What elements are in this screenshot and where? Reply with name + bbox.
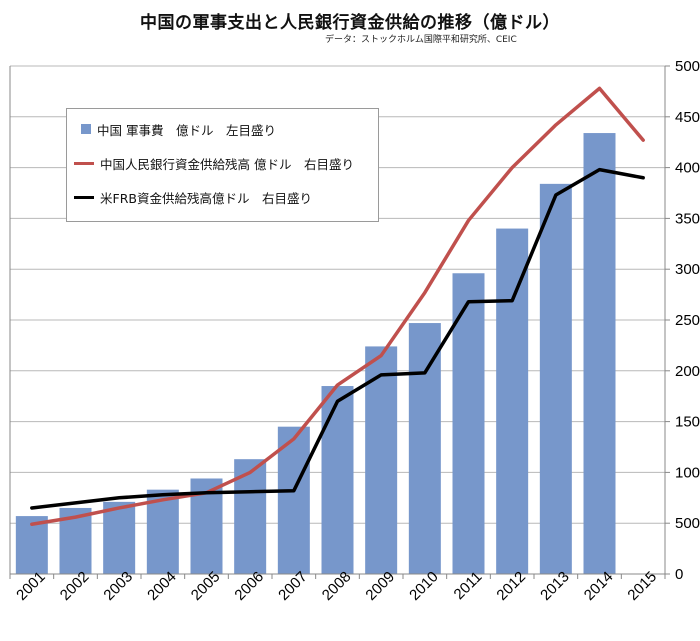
right-tick-label: 2000 xyxy=(675,363,700,380)
line-series-2 xyxy=(30,167,645,510)
bar-2008 xyxy=(321,386,354,574)
legend-label-fed: 米FRB資金供給残高億ドル 右目盛り xyxy=(100,190,312,206)
right-tick-label: 2500 xyxy=(675,312,700,329)
bar-2014 xyxy=(583,133,616,574)
axes xyxy=(9,65,670,579)
right-tick-label: 3000 xyxy=(675,261,700,278)
right-tick-label: 3500 xyxy=(675,210,700,227)
legend-item-pboc: 中国人民銀行資金供給残高 億ドル 右目盛り xyxy=(67,153,354,173)
legend-item-fed: 米FRB資金供給残高億ドル 右目盛り xyxy=(67,187,312,207)
line-series-1 xyxy=(30,86,645,526)
bar-2010 xyxy=(408,323,441,574)
chart-subtitle: データ：ストックホルム国際平和研究所、CEIC xyxy=(325,35,517,45)
bar-2011 xyxy=(452,273,485,574)
right-tick-label: 5000 xyxy=(675,58,700,75)
legend-item-military: 中国 軍事費 億ドル 左目盛り xyxy=(67,119,276,139)
chart-title: 中国の軍事支出と人民銀行資金供給の推移（億ドル） xyxy=(140,13,560,33)
right-tick-label: 500 xyxy=(675,515,700,532)
bar-2012 xyxy=(496,228,529,574)
legend-swatch-black-line xyxy=(74,195,94,199)
legend-label-military: 中国 軍事費 億ドル 左目盛り xyxy=(97,122,276,138)
line-series xyxy=(30,86,645,526)
legend-swatch-bar xyxy=(81,124,91,134)
legend-label-pboc: 中国人民銀行資金供給残高 億ドル 右目盛り xyxy=(100,156,354,172)
bar-2007 xyxy=(277,426,310,574)
right-tick-label: 4500 xyxy=(675,109,700,126)
legend-swatch-red-line xyxy=(74,161,94,165)
right-tick-label: 1000 xyxy=(675,464,700,481)
chart-legend: 中国 軍事費 億ドル 左目盛り 中国人民銀行資金供給残高 億ドル 右目盛り 米F… xyxy=(66,108,379,222)
bar-2013 xyxy=(539,183,572,574)
bar-2009 xyxy=(365,346,398,574)
bar-2003 xyxy=(103,501,136,574)
right-tick-label: 4000 xyxy=(675,160,700,177)
right-tick-label: 1500 xyxy=(675,414,700,431)
bar-2004 xyxy=(146,489,179,574)
bar-series xyxy=(15,133,616,574)
right-tick-label: 0 xyxy=(675,566,683,583)
